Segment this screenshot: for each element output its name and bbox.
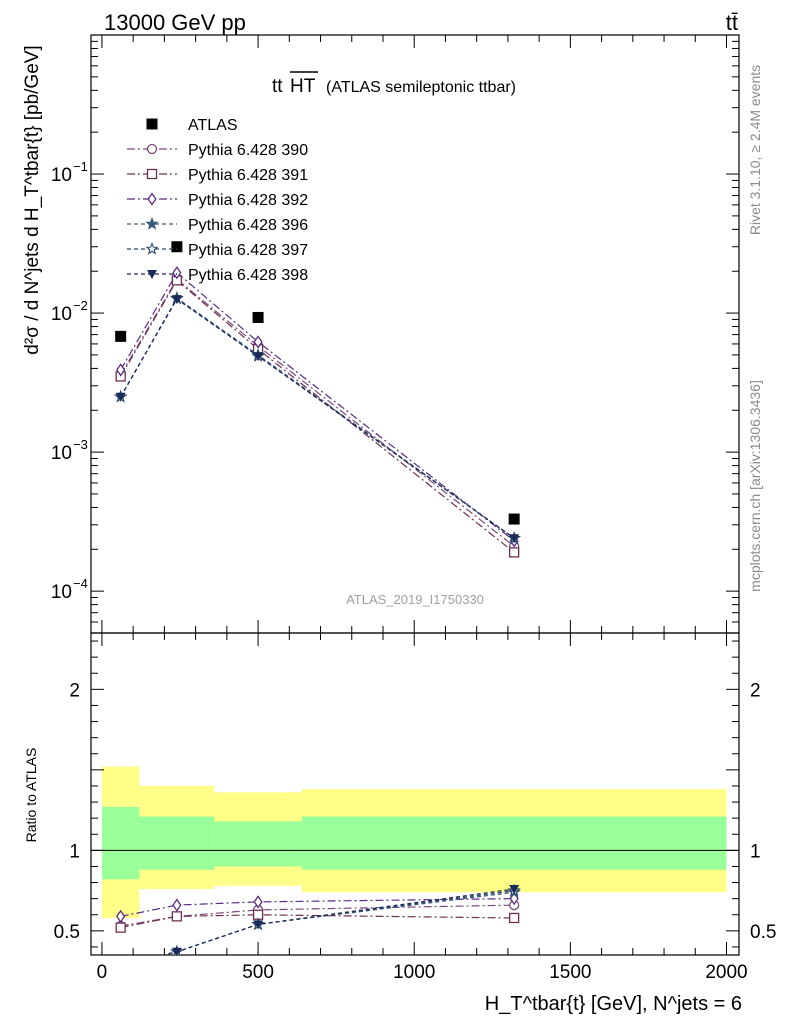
atlas-data-point-2: [252, 311, 264, 323]
atlas-data-point-3: [508, 513, 520, 525]
legend-marker-4: [145, 241, 159, 255]
legend-label-1: Pythia 6.428 391: [188, 167, 308, 184]
series-2-point-2: [253, 335, 263, 349]
ratio-ytick-label-left-0: 0.5: [54, 922, 80, 943]
legend-label-0: Pythia 6.428 390: [188, 142, 308, 159]
series-markers: [113, 241, 521, 558]
series-2-ratio-point-0: [116, 909, 126, 924]
series-2-point-0: [116, 363, 126, 377]
ratio-ytick-label-right-1: 1: [750, 841, 761, 862]
xtick-label-2: 1000: [393, 962, 435, 983]
main-ytick-exp-1: −2: [73, 298, 88, 313]
legend-marker-atlas: [146, 118, 158, 130]
main-ytick-label-3: 10: [51, 582, 72, 603]
legend: ATLAS Pythia 6.428 390 Pythia 6.428 391 Pyt…: [127, 117, 308, 284]
series-2-ratio-point-1: [172, 898, 182, 912]
axes-frames: [90, 34, 740, 956]
ratio-plot-frame: [90, 632, 740, 956]
legend-label-3: Pythia 6.428 396: [188, 217, 308, 234]
series-5-point-1: [171, 295, 182, 305]
atlas-data-point-1: [171, 241, 183, 253]
header-left: 13000 GeV pp: [104, 10, 246, 35]
series-line-ratio-5: [160, 888, 515, 955]
series-5-ratio-point-3: [509, 884, 520, 894]
legend-marker-2: [147, 192, 157, 206]
series-2-point-1: [172, 266, 182, 280]
series-line-ratio-0: [120, 904, 515, 927]
rivet-label: Rivet 3.1.10, ≥ 2.4M events: [747, 65, 763, 235]
main-ytick-label-1: 10: [51, 304, 72, 325]
series-5-ratio-point-2: [253, 920, 264, 930]
legend-label-2: Pythia 6.428 392: [188, 192, 308, 209]
ratio-ytick-label-left-1: 1: [69, 841, 80, 862]
main-ytick-label-0: 10: [51, 165, 72, 186]
inner-band-0: [101, 806, 140, 880]
atlas-data-point-0: [115, 330, 127, 342]
series-line-main-5: [120, 298, 515, 539]
series-1-ratio-point-1: [171, 911, 183, 922]
legend-marker-5: [147, 270, 157, 279]
ratio-ytick-label-right-2: 2: [750, 680, 761, 701]
mcplots-label: mcplots.cern.ch [arXiv:1306.3436]: [747, 380, 763, 592]
ratio-ytick-label-right-0: 0.5: [750, 922, 776, 943]
series-line-main-3: [120, 297, 515, 539]
xtick-label-4: 2000: [705, 962, 747, 983]
series-1-ratio-point-3: [509, 912, 520, 924]
series-5-point-2: [253, 352, 264, 362]
main-ytick-exp-2: −3: [73, 437, 88, 452]
title-sub: (ATLAS semileptonic ttbar): [326, 79, 516, 96]
header-right: tt̄: [726, 10, 738, 35]
ratio-ytick-label-left-2: 2: [69, 680, 80, 701]
legend-marker-3: [145, 216, 159, 230]
series-5-point-0: [115, 392, 126, 402]
series-5-ratio-point-1: [171, 947, 182, 955]
series-lines: [115, 883, 521, 955]
series-1-point-3: [509, 547, 520, 558]
y-axis-label-main: d²σ / d N^jets d H_T^tbar{t} [pb/GeV]: [22, 45, 43, 354]
series-line-main-0: [120, 278, 515, 547]
xtick-label-0: 0: [97, 962, 108, 983]
legend-label-5: Pythia 6.428 398: [188, 267, 308, 284]
series-line-ratio-2: [120, 898, 515, 917]
axis-ticks: 10−110−210−310 −40.5 0.51 12 20 500 1000 1500 20…: [51, 34, 776, 983]
x-axis-label: H_T^tbar{t} [GeV], N^jets = 6: [485, 993, 742, 1015]
ratio-uncertainty-bands: [91, 766, 739, 918]
analysis-id: ATLAS_2019_I1750330: [346, 592, 484, 607]
title-main: tt: [272, 76, 283, 97]
series-line-main-4: [120, 297, 515, 539]
y-axis-label-ratio: Ratio to ATLAS: [23, 748, 39, 843]
series-line-ratio-1: [120, 914, 515, 929]
plot-title: tt HT (ATLAS semileptonic ttbar): [272, 71, 516, 97]
series-1-ratio-point-0: [115, 922, 126, 933]
inner-band-2: [214, 821, 302, 867]
series-line-main-1: [120, 279, 515, 553]
inner-band-3: [301, 816, 727, 870]
title-over: HT: [290, 76, 316, 97]
series-line-main-2: [120, 271, 515, 542]
legend-marker-0: [146, 143, 158, 155]
main-ytick-exp-0: −1: [73, 159, 88, 174]
main-ytick-label-2: 10: [51, 443, 72, 464]
inner-band-1: [139, 816, 215, 870]
xtick-label-3: 1500: [549, 962, 591, 983]
legend-label-4: Pythia 6.428 397: [188, 242, 308, 259]
legend-marker-1: [146, 168, 158, 180]
main-ytick-exp-3: −4: [73, 576, 88, 591]
legend-label-atlas: ATLAS: [188, 117, 238, 134]
series-2-ratio-point-2: [253, 895, 263, 909]
xtick-label-1: 500: [242, 962, 274, 983]
series-5-point-3: [509, 534, 520, 544]
